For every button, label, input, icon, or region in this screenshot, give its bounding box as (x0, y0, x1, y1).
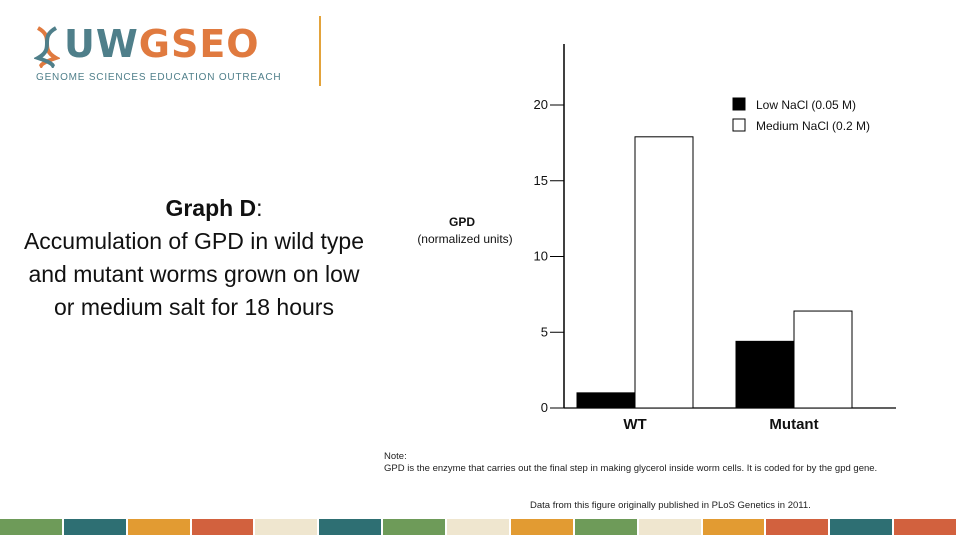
uwgseo-logo: UWGSEO GENOME SCIENCES EDUCATION OUTREAC… (34, 22, 284, 88)
caption-body: Accumulation of GPD in wild type and mut… (23, 228, 365, 320)
y-tick-label: 20 (534, 97, 548, 112)
y-tick-label: 5 (541, 324, 548, 339)
footer-segment (638, 519, 701, 535)
legend-label: Medium NaCl (0.2 M) (756, 119, 870, 133)
caption-title-colon: : (256, 195, 263, 221)
y-tick-label: 0 (541, 400, 548, 415)
logo-wordmark-gseo: GSEO (138, 22, 260, 66)
logo-wordmark-uw: UW (64, 22, 139, 66)
footer-segment (319, 519, 382, 535)
logo-subtitle: GENOME SCIENCES EDUCATION OUTREACH (36, 72, 282, 83)
footer-color-bar (0, 519, 958, 535)
footer-segment (510, 519, 573, 535)
logo-divider (319, 16, 321, 86)
note-heading: Note: (384, 451, 407, 462)
note-text: GPD is the enzyme that carries out the f… (384, 463, 878, 474)
y-tick-label: 15 (534, 173, 548, 188)
footer-segment (894, 519, 956, 535)
legend-swatch (732, 97, 746, 111)
bar-wt-medium (634, 136, 694, 409)
y-axis-label-line2: (normalized units) (417, 232, 512, 246)
footer-segment (830, 519, 893, 535)
footer-segment (191, 519, 254, 535)
y-axis-label-line1: GPD (449, 215, 475, 229)
footer-segment (255, 519, 318, 535)
x-tick-label: Mutant (769, 416, 818, 433)
footer-segment (766, 519, 829, 535)
logo-wordmark: UWGSEO (64, 22, 260, 66)
footer-segment (702, 519, 765, 535)
footer-segment (63, 519, 126, 535)
y-tick-label: 10 (534, 249, 548, 264)
x-tick-label: WT (623, 416, 646, 433)
legend-swatch (732, 118, 746, 132)
graph-caption: Graph D: Accumulation of GPD in wild typ… (20, 192, 368, 324)
footer-segment (127, 519, 190, 535)
caption-title-bold: Graph D (165, 195, 257, 221)
footer-segment (574, 519, 637, 535)
footer-segment (447, 519, 509, 535)
bar-wt-low (576, 392, 636, 409)
caption-title: Graph D: (20, 192, 368, 225)
note: Note: GPD is the enzyme that carries out… (384, 451, 877, 475)
footer-segment (0, 519, 62, 535)
bar-mutant-low (735, 340, 795, 409)
data-credit: Data from this figure originally publish… (530, 500, 811, 511)
bar-mutant-medium (793, 310, 853, 409)
footer-segment (383, 519, 446, 535)
gpd-bar-chart: 0 5 10 15 20 GPD (normalized units) WT Mutant Low… (417, 44, 896, 433)
dna-helix-icon (34, 26, 60, 68)
legend-label: Low NaCl (0.05 M) (756, 98, 856, 112)
